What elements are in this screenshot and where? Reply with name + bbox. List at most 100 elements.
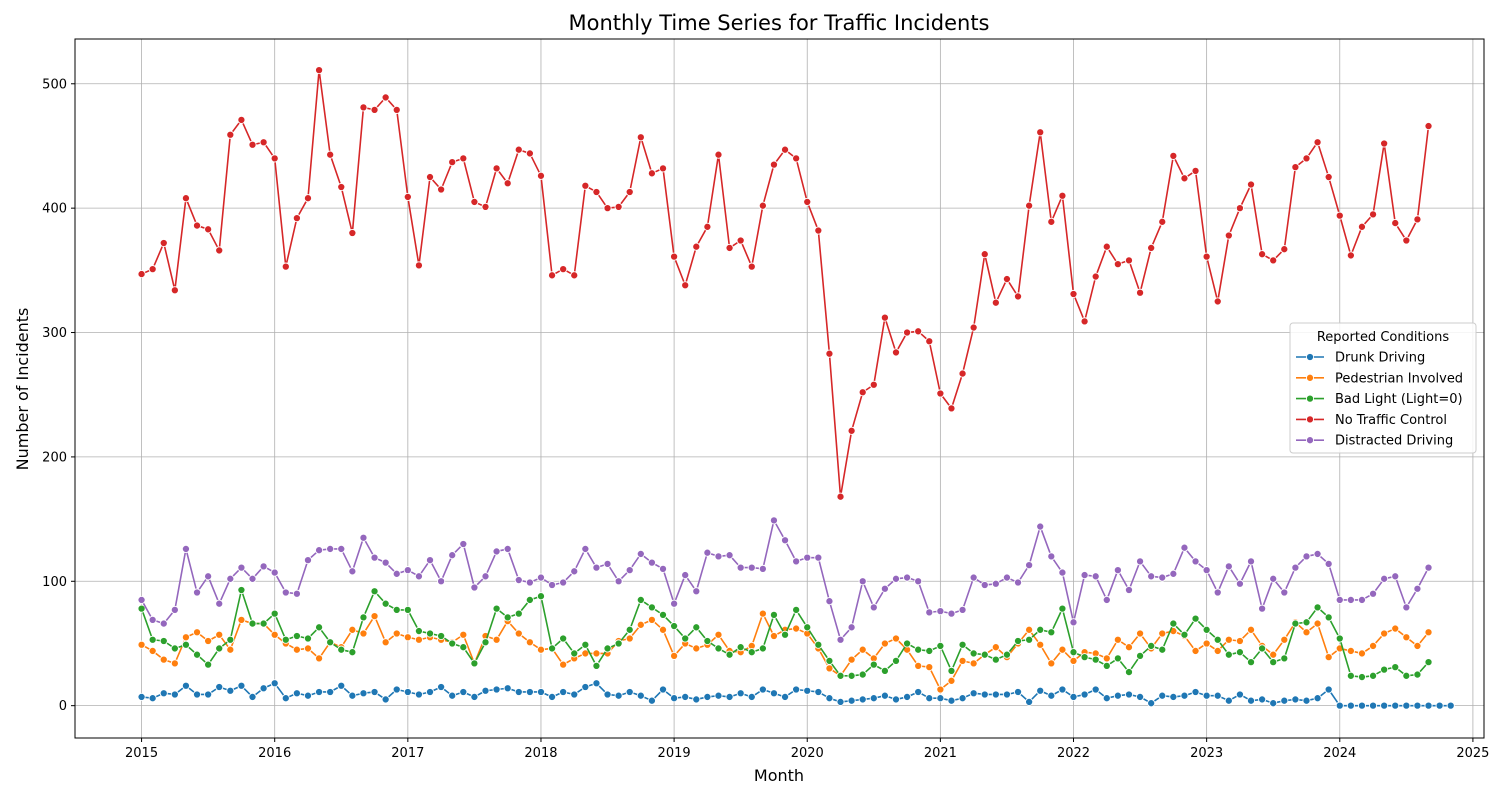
data-point [1224, 562, 1233, 571]
x-tick-label: 2018 [524, 746, 557, 761]
data-point [1113, 635, 1122, 644]
grid [75, 39, 1484, 738]
data-point [891, 348, 901, 357]
data-point [658, 685, 668, 694]
data-point [1058, 604, 1067, 613]
data-point [1113, 691, 1122, 700]
data-point [1302, 618, 1311, 627]
data-point [681, 634, 690, 643]
data-point [303, 691, 313, 700]
data-point [159, 689, 168, 698]
legend-label: No Traffic Control [1335, 413, 1447, 428]
data-point [1058, 568, 1067, 577]
data-point [215, 246, 224, 255]
data-point [1413, 701, 1422, 710]
data-point [525, 149, 534, 158]
data-point [448, 639, 457, 648]
data-point [1047, 691, 1056, 700]
chart-title: Monthly Time Series for Traffic Incident… [568, 11, 989, 35]
data-point [814, 553, 823, 562]
data-point [614, 691, 623, 700]
data-point [692, 587, 701, 596]
data-point [1202, 252, 1211, 261]
data-point [980, 580, 989, 590]
data-point [880, 666, 889, 675]
data-point [1380, 665, 1389, 674]
data-point [548, 580, 557, 590]
data-point [581, 181, 590, 190]
data-point [1047, 628, 1056, 637]
data-point [1313, 549, 1322, 558]
data-point [159, 636, 168, 646]
data-point [559, 660, 568, 669]
data-point [991, 655, 1000, 664]
data-point [181, 194, 190, 203]
data-point [758, 201, 767, 210]
data-point [1202, 566, 1211, 575]
legend-marker [1305, 394, 1315, 403]
data-point [1202, 639, 1211, 648]
data-point [1169, 151, 1178, 160]
data-point [592, 563, 601, 572]
data-point [603, 559, 612, 568]
data-point [1124, 668, 1134, 677]
x-axis-ticks: 2015 2016 2017 2018 2019 2020 2021 2022 2023 2024… [125, 738, 1489, 761]
data-point [1180, 543, 1189, 552]
data-point [792, 154, 801, 163]
data-point [1191, 687, 1200, 697]
data-point [1113, 566, 1122, 575]
data-point [303, 644, 313, 653]
data-point [1258, 604, 1267, 613]
data-point [858, 670, 867, 679]
data-point [148, 265, 157, 274]
data-point [570, 567, 579, 576]
data-point [1002, 650, 1011, 659]
data-point [370, 105, 379, 114]
data-point [392, 685, 401, 694]
data-point [958, 640, 967, 649]
data-point [148, 694, 157, 703]
data-point [891, 656, 901, 665]
data-point [1369, 210, 1378, 219]
data-point [1269, 699, 1278, 708]
data-point [270, 609, 279, 618]
data-point [1213, 635, 1222, 644]
data-point [181, 640, 190, 649]
data-point [914, 577, 923, 586]
data-point [470, 692, 479, 702]
data-point [159, 619, 168, 628]
data-point [192, 690, 202, 699]
data-point [636, 620, 645, 629]
data-point [570, 649, 579, 658]
data-point [1402, 633, 1411, 642]
data-point [204, 572, 213, 581]
data-point [758, 609, 767, 618]
data-point [281, 694, 290, 703]
data-point [1391, 663, 1400, 672]
data-point [647, 169, 656, 178]
data-point [869, 660, 878, 669]
data-point [858, 388, 867, 397]
data-point [181, 633, 190, 642]
x-tick-label: 2024 [1323, 746, 1356, 761]
data-point [292, 214, 301, 223]
data-point [315, 623, 324, 632]
data-point [248, 692, 257, 702]
data-point [670, 622, 679, 631]
data-point [492, 547, 501, 556]
data-point [1369, 589, 1378, 598]
data-point [581, 682, 590, 692]
data-point [636, 691, 645, 700]
data-point [1391, 701, 1400, 710]
data-point [969, 659, 978, 668]
data-point [292, 645, 301, 654]
data-point [403, 566, 412, 575]
series-distracted-driving [137, 516, 1433, 644]
data-point [769, 689, 779, 698]
data-point [714, 644, 723, 653]
data-point [226, 645, 235, 654]
data-point [581, 640, 590, 649]
data-point [414, 690, 423, 699]
data-point [925, 646, 934, 655]
data-point [658, 610, 668, 619]
